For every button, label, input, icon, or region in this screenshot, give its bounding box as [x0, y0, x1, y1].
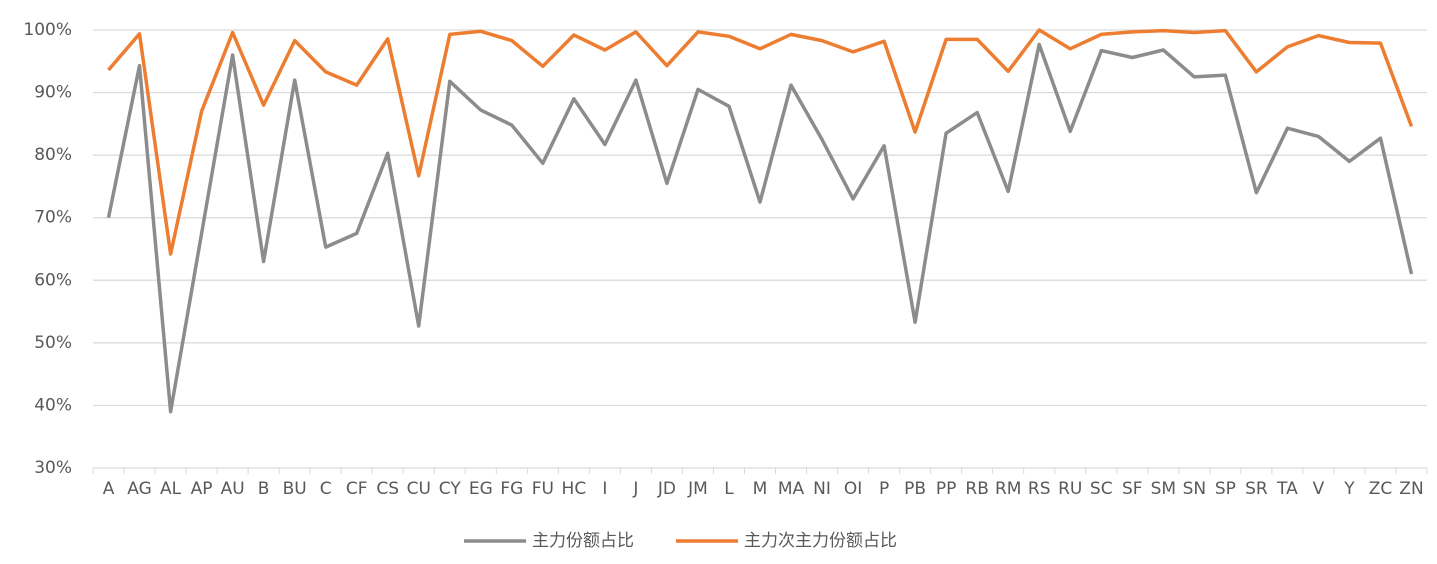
y-tick-label: 70%: [34, 208, 72, 228]
x-tick-label: L: [724, 479, 734, 499]
x-tick-label: HC: [562, 479, 587, 499]
x-tick-label: SR: [1245, 479, 1268, 499]
y-tick-label: 90%: [34, 83, 72, 103]
x-tick-label: A: [103, 479, 115, 499]
x-tick-label: NI: [813, 479, 831, 499]
line-series: [107, 28, 1414, 256]
x-tick-label: SC: [1090, 479, 1113, 499]
x-tick-label: FG: [500, 479, 523, 499]
x-tick-label: CS: [376, 479, 399, 499]
x-tick-label: MA: [778, 479, 805, 499]
x-tick-label: JD: [657, 479, 676, 499]
x-tick-label: CY: [439, 479, 462, 499]
x-tick-label: M: [753, 479, 768, 499]
x-tick-label: SM: [1151, 479, 1176, 499]
y-tick-label: 80%: [34, 145, 72, 165]
x-tick-label: AU: [221, 479, 245, 499]
x-tick-label: AP: [191, 479, 213, 499]
x-tick-label: BU: [283, 479, 307, 499]
x-tick-label: PB: [904, 479, 926, 499]
line-series: [106, 42, 1414, 414]
y-tick-label: 100%: [23, 20, 72, 40]
x-tick-label: SN: [1183, 479, 1207, 499]
x-tick-label: EG: [469, 479, 493, 499]
x-tick-label: JM: [687, 479, 708, 499]
y-tick-label: 40%: [34, 395, 72, 415]
x-tick-label: AG: [127, 479, 152, 499]
x-tick-label: SP: [1215, 479, 1236, 499]
legend-label: 主力次主力份额占比: [744, 531, 897, 551]
x-tick-label: RU: [1058, 479, 1082, 499]
x-tick-label: RB: [965, 479, 988, 499]
x-tick-label: I: [602, 479, 607, 499]
x-tick-label: AL: [160, 479, 182, 499]
y-tick-label: 60%: [34, 270, 72, 290]
x-tick-label: V: [1313, 479, 1325, 499]
x-tick-label: RM: [995, 479, 1021, 499]
x-tick-label: FU: [532, 479, 554, 499]
x-tick-label: TA: [1276, 479, 1298, 499]
x-tick-label: Y: [1343, 479, 1355, 499]
x-tick-label: PP: [936, 479, 957, 499]
x-tick-label: SF: [1122, 479, 1143, 499]
x-tick-label: P: [879, 479, 889, 499]
x-tick-label: OI: [844, 479, 862, 499]
x-tick-label: RS: [1028, 479, 1051, 499]
x-tick-label: ZC: [1369, 479, 1393, 499]
x-tick-label: J: [632, 479, 638, 499]
x-tick-label: B: [258, 479, 270, 499]
y-tick-label: 50%: [34, 333, 72, 353]
x-tick-label: CF: [346, 479, 368, 499]
legend-label: 主力份额占比: [532, 531, 634, 551]
x-tick-label: CU: [407, 479, 431, 499]
y-tick-label: 30%: [34, 458, 72, 478]
x-tick-label: C: [320, 479, 332, 499]
x-tick-label: ZN: [1399, 479, 1423, 499]
